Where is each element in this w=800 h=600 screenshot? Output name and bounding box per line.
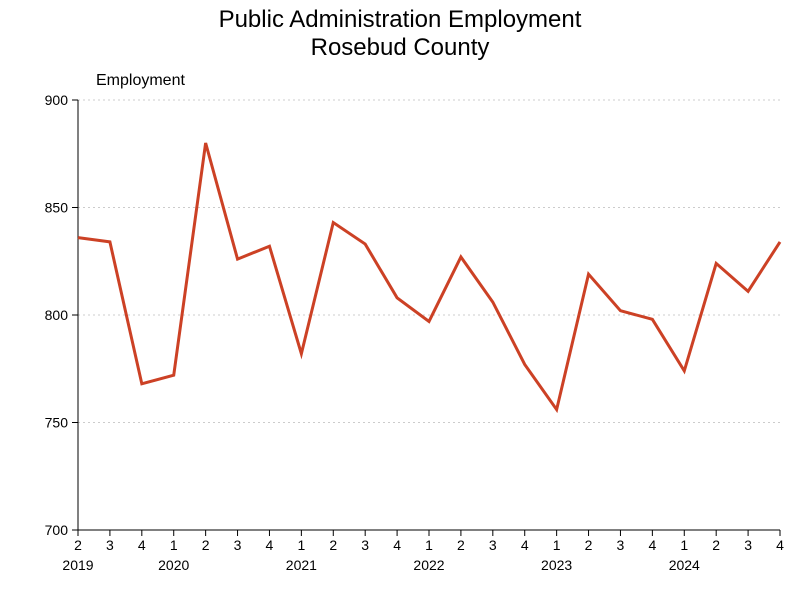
x-tick-label: 1 bbox=[553, 537, 561, 553]
y-tick-label: 800 bbox=[45, 307, 69, 323]
y-tick-label: 750 bbox=[45, 415, 69, 431]
x-tick-label: 1 bbox=[297, 537, 305, 553]
x-year-label: 2021 bbox=[286, 557, 317, 573]
chart-container: Public Administration Employment Rosebud… bbox=[0, 0, 800, 600]
x-tick-label: 3 bbox=[617, 537, 625, 553]
y-tick-label: 900 bbox=[45, 92, 69, 108]
x-year-label: 2020 bbox=[158, 557, 189, 573]
x-tick-label: 3 bbox=[489, 537, 497, 553]
x-tick-label: 3 bbox=[106, 537, 114, 553]
x-tick-label: 3 bbox=[361, 537, 369, 553]
x-tick-label: 4 bbox=[521, 537, 529, 553]
x-tick-label: 2 bbox=[585, 537, 593, 553]
x-tick-label: 1 bbox=[170, 537, 178, 553]
y-tick-label: 700 bbox=[45, 522, 69, 538]
x-year-label: 2022 bbox=[413, 557, 444, 573]
x-tick-label: 4 bbox=[393, 537, 401, 553]
x-year-label: 2024 bbox=[669, 557, 700, 573]
x-tick-label: 1 bbox=[425, 537, 433, 553]
x-tick-label: 2 bbox=[329, 537, 337, 553]
x-tick-label: 2 bbox=[74, 537, 82, 553]
x-tick-label: 1 bbox=[680, 537, 688, 553]
x-year-label: 2019 bbox=[62, 557, 93, 573]
x-tick-label: 3 bbox=[744, 537, 752, 553]
data-line bbox=[78, 143, 780, 410]
x-tick-label: 2 bbox=[202, 537, 210, 553]
x-tick-label: 2 bbox=[457, 537, 465, 553]
x-tick-label: 2 bbox=[712, 537, 720, 553]
x-tick-label: 4 bbox=[648, 537, 656, 553]
x-year-label: 2023 bbox=[541, 557, 572, 573]
x-tick-label: 4 bbox=[138, 537, 146, 553]
x-tick-label: 4 bbox=[266, 537, 274, 553]
chart-svg: 700 750 800 850 900 2 3 4 1 2 3 4 1 2 3 4 1 2 3 4 1 2 3 4 1 2 3 4 20… bbox=[0, 0, 800, 600]
x-tick-label: 4 bbox=[776, 537, 784, 553]
x-tick-label: 3 bbox=[234, 537, 242, 553]
y-tick-label: 850 bbox=[45, 200, 69, 216]
